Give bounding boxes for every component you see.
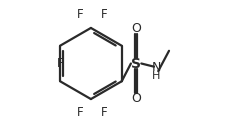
Text: S: S bbox=[131, 57, 141, 70]
Text: F: F bbox=[77, 8, 83, 21]
Text: F: F bbox=[101, 106, 108, 119]
Text: O: O bbox=[131, 22, 141, 35]
Text: H: H bbox=[152, 71, 160, 81]
Text: F: F bbox=[101, 8, 108, 21]
Text: O: O bbox=[131, 92, 141, 105]
Text: N: N bbox=[152, 61, 161, 74]
Text: F: F bbox=[56, 57, 63, 70]
Text: F: F bbox=[77, 106, 83, 119]
